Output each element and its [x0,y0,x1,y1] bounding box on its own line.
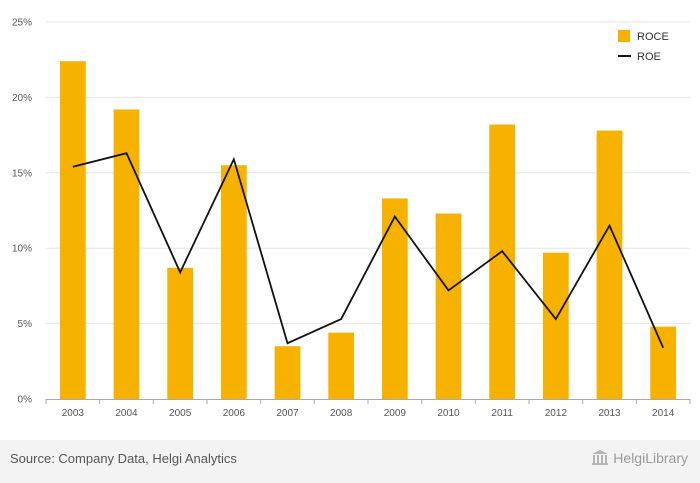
x-tick-label: 2003 [62,408,85,419]
y-tick-label: 10% [12,244,32,255]
y-tick-label: 0% [18,395,33,406]
roce-bar [113,109,140,400]
legend-roce-swatch [618,30,630,42]
x-axis: 2003 2004 2005 2006 2007 2008 2009 2010 2011 2012… [45,399,691,419]
roce-bar [435,213,462,399]
legend-roe-label: ROE [637,51,661,63]
x-tick-label: 2005 [169,408,192,419]
x-tick-label: 2010 [437,408,460,419]
x-tick-label: 2012 [545,408,568,419]
roe-line-series [72,152,664,349]
y-tick-label: 25% [12,18,32,29]
x-tick-label: 2007 [276,408,299,419]
legend: ROCE ROE [618,30,669,63]
y-axis: 0% 5% 10% 15% 20% 25% [12,18,32,406]
source-text: Source: Company Data, Helgi Analytics [10,451,237,466]
roce-bar [220,165,247,399]
legend-roce-label: ROCE [637,31,669,43]
x-tick-label: 2009 [384,408,407,419]
x-tick-label: 2004 [115,408,138,419]
roe-line [72,152,664,349]
x-tick-label: 2008 [330,408,353,419]
roce-bar [59,61,86,399]
roce-bar [167,267,194,399]
y-tick-label: 20% [12,93,32,104]
roce-bar [596,130,623,400]
roce-bar [542,252,569,399]
library-building-icon [592,450,609,465]
roce-bar [274,346,301,399]
footer: Source: Company Data, Helgi Analytics He… [0,440,700,483]
x-tick-label: 2011 [491,408,513,419]
brand: HelgiLibrary [591,450,688,466]
brand-name: HelgiLibrary [613,450,688,466]
roce-bar [650,326,677,399]
x-tick-label: 2006 [223,408,246,419]
y-tick-label: 15% [12,168,32,179]
y-tick-label: 5% [18,319,33,330]
chart: 0%5%10%15%20%25% 2003 2004 2005 2006 2007 200… [12,18,691,419]
x-tick-label: 2014 [652,408,675,419]
roce-bar [328,332,355,399]
grid-lines [46,21,690,325]
roce-bars [59,61,677,400]
x-tick-label: 2013 [598,408,621,419]
